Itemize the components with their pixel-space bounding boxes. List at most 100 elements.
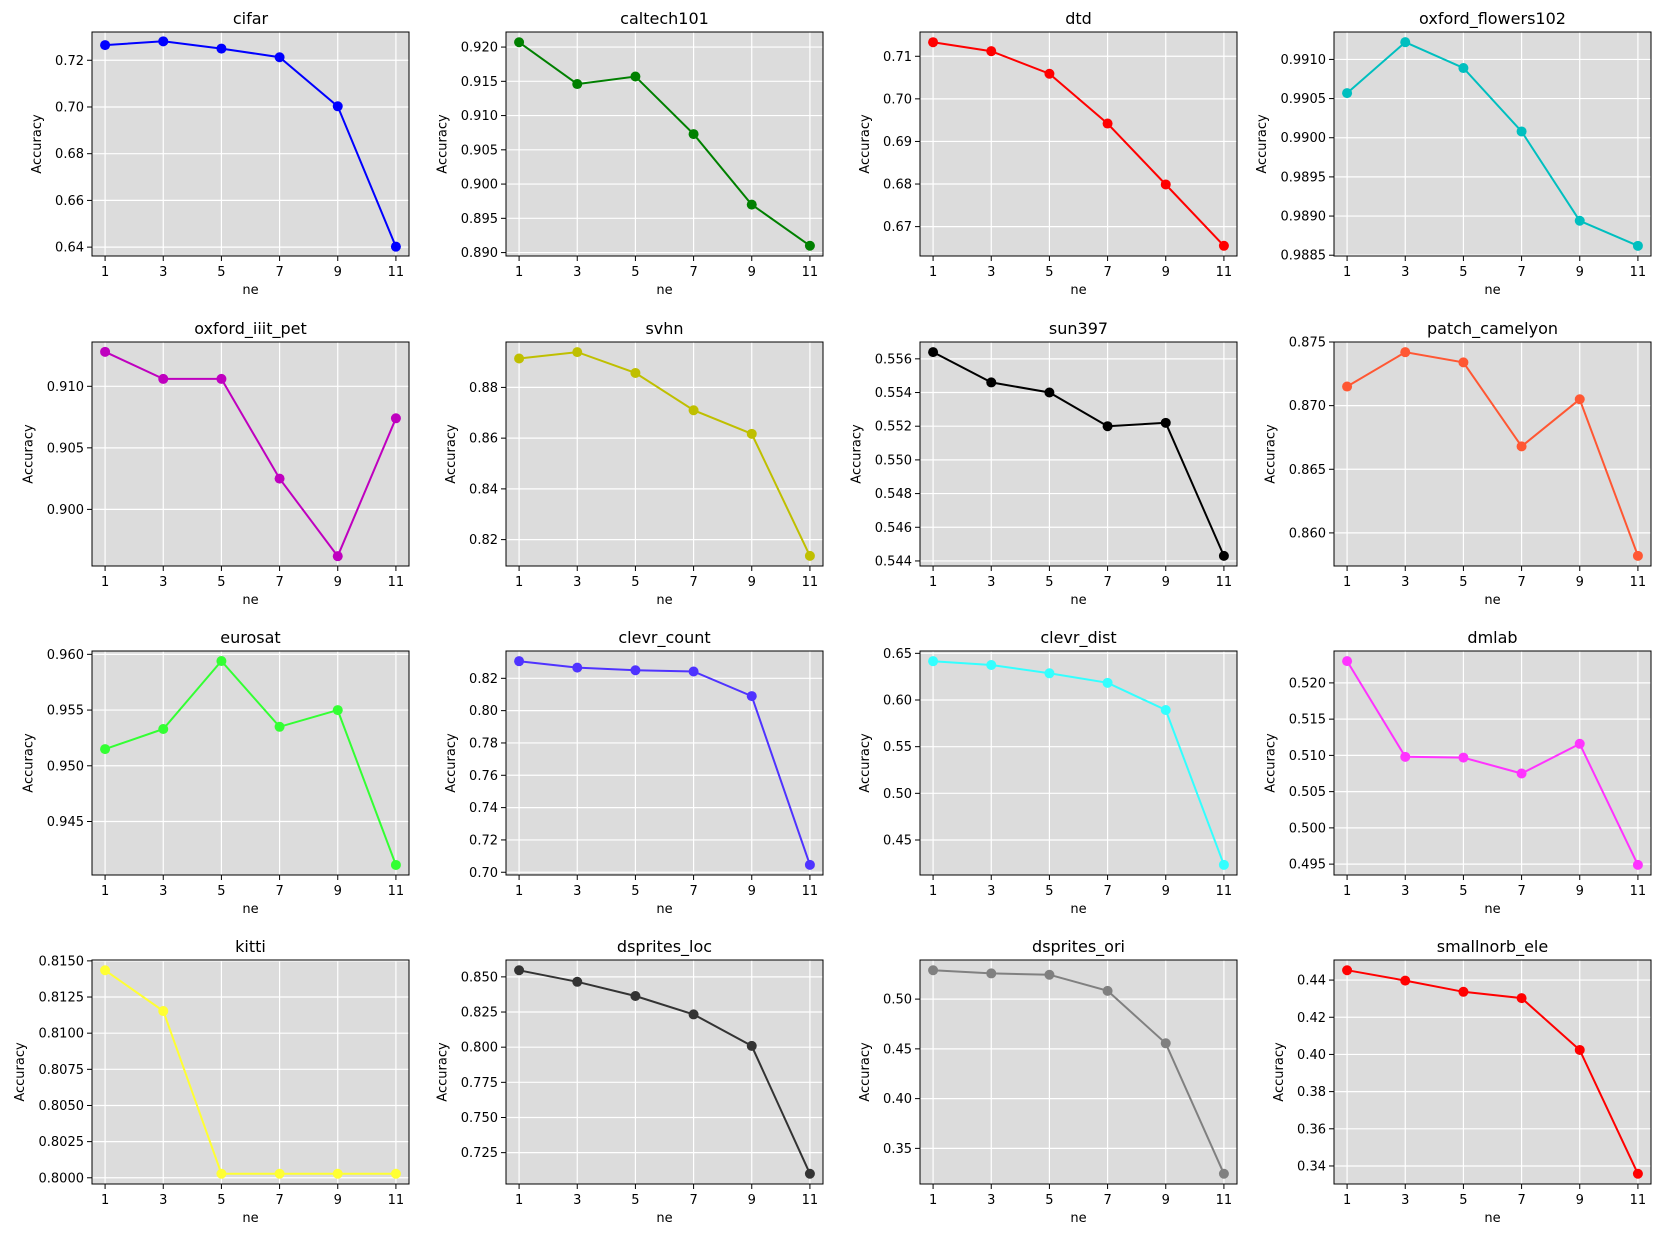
x-tick-label: 3 [1401,265,1409,280]
x-axis-label: ne [656,1211,672,1226]
data-point [928,965,939,976]
x-tick-label: 7 [275,265,283,280]
axes-frame [919,31,1238,257]
plot-area [1334,651,1651,875]
axes-frame [91,959,410,1185]
y-tick-label: 0.905 [47,441,84,456]
subplot-title: sun397 [1049,319,1108,338]
x-tick-label: 3 [159,1193,167,1208]
x-tick-label: 9 [1162,265,1170,280]
subplot-clevr-count: 1 3 5 7 9 11 0.70 0.72 0.74 0.76 0.78 0.80 0.82 clevr… [444,628,824,917]
y-tick-label: 0.74 [469,801,498,816]
x-axis-label: ne [1484,1211,1500,1226]
data-point [630,367,641,378]
y-tick-label: 0.42 [1297,1011,1326,1026]
y-tick-label: 0.775 [461,1076,498,1091]
data-point [804,240,815,251]
x-tick-label: 3 [159,575,167,590]
x-tick-label: 11 [388,265,405,280]
x-tick-label: 11 [1216,265,1233,280]
y-tick-label: 0.72 [55,54,84,69]
series-line [1346,969,1639,1175]
y-tick-label: 0.905 [461,143,498,158]
data-point [1400,37,1411,48]
y-tick-label: 0.70 [469,866,498,881]
y-tick-label: 0.8075 [39,1063,85,1078]
x-tick-label: 11 [1630,884,1647,899]
x-axis-label: ne [656,593,672,608]
axes-frame [919,341,1238,567]
x-tick-label: 7 [1517,884,1525,899]
x-tick-label: 9 [334,1193,342,1208]
y-tick-label: 0.69 [883,135,912,150]
x-axis-label: ne [656,283,672,298]
plot-area [920,651,1237,875]
data-point [390,859,401,870]
x-tick-label: 3 [573,884,581,899]
data-point [1400,751,1411,762]
data-point [1458,63,1469,74]
data-point [746,691,757,702]
x-tick-label: 3 [159,884,167,899]
axes-frame [1333,959,1652,1185]
plot-area [506,960,823,1184]
x-tick-label: 9 [1162,1193,1170,1208]
data-point [1458,357,1469,368]
x-tick-label: 7 [1517,1193,1525,1208]
y-tick-label: 0.45 [883,834,912,849]
y-tick-label: 0.76 [469,769,498,784]
x-tick-label: 5 [631,1193,639,1208]
data-point [804,859,815,870]
data-point [390,413,401,424]
data-point [1516,993,1527,1004]
data-point [1102,421,1113,432]
series-line [104,350,397,559]
y-tick-label: 0.44 [1297,974,1326,989]
y-tick-label: 0.556 [875,352,912,367]
subplot-title: clevr_dist [1040,628,1116,648]
data-point [1574,394,1585,405]
plot-area [506,651,823,875]
subplot-eurosat: 1 3 5 7 9 11 0.945 0.950 0.955 0.960 eurosat ne Accu… [22,628,410,917]
data-point [332,551,343,562]
x-tick-label: 3 [987,265,995,280]
x-axis-label: ne [1070,593,1086,608]
x-axis-label: ne [1070,902,1086,917]
y-tick-label: 0.34 [1297,1159,1326,1174]
series-line [105,40,397,248]
x-tick-label: 5 [631,265,639,280]
data-point [1044,969,1055,980]
y-tick-label: 0.548 [875,487,912,502]
y-tick-label: 0.8125 [39,991,85,1006]
subplot-title: dtd [1065,9,1092,28]
subplot-oxford-flowers102: 1 3 5 7 9 11 0.9885 0.9890 0.9895 0.9900 0.9905 0.9… [1255,9,1652,298]
data-point [274,721,285,732]
data-point [158,1006,169,1017]
data-point [928,347,939,358]
data-point [1102,677,1113,688]
data-point [1632,550,1643,561]
x-tick-label: 9 [1162,575,1170,590]
data-point [100,744,111,755]
series-line [104,659,397,866]
x-tick-label: 11 [802,265,819,280]
x-tick-label: 9 [1576,1193,1584,1208]
data-point [274,473,285,484]
series-line [518,969,811,1175]
y-tick-label: 0.945 [47,815,84,830]
y-axis-label: Accuracy [22,733,37,793]
y-tick-label: 0.550 [875,453,912,468]
data-point [928,656,939,667]
subplot-title: dsprites_loc [617,937,712,957]
y-tick-label: 0.850 [461,970,498,985]
y-tick-label: 0.84 [469,482,498,497]
data-point [158,724,169,735]
y-axis-label: Accuracy [444,424,459,484]
plot-area [920,32,1237,256]
x-tick-label: 9 [1162,884,1170,899]
data-point [688,1009,699,1020]
